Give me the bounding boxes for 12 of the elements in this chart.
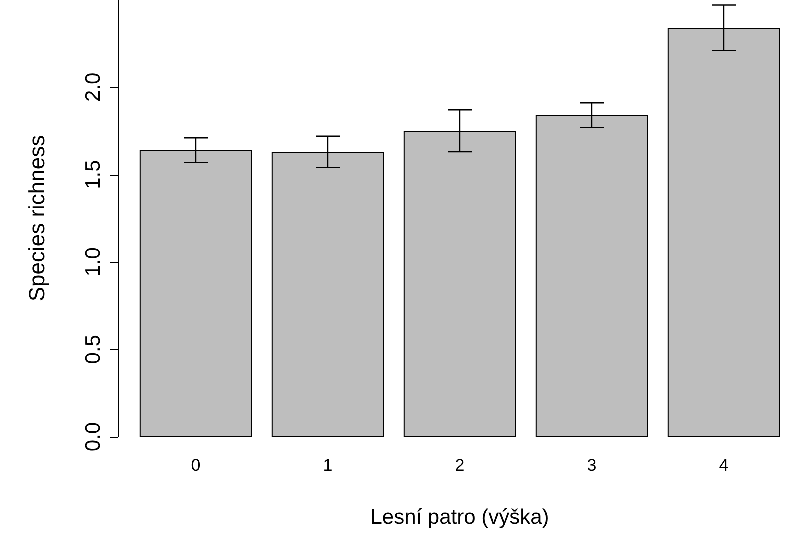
x-tick-label: 2 [455, 456, 465, 475]
x-tick-label: 3 [587, 456, 597, 475]
x-tick-label: 0 [191, 456, 201, 475]
x-tick-label: 4 [719, 456, 729, 475]
y-tick-label: 0.5 [82, 335, 105, 364]
x-tick-label: 1 [323, 456, 333, 475]
y-tick-label: 1.0 [82, 248, 105, 277]
y-tick-label: 1.5 [82, 160, 105, 190]
y-axis-title: Species richness [24, 135, 50, 302]
x-axis-title: Lesní patro (výška) [370, 506, 550, 529]
y-tick-label: 2.0 [82, 72, 105, 102]
y-tick-label: 0.0 [82, 422, 105, 452]
